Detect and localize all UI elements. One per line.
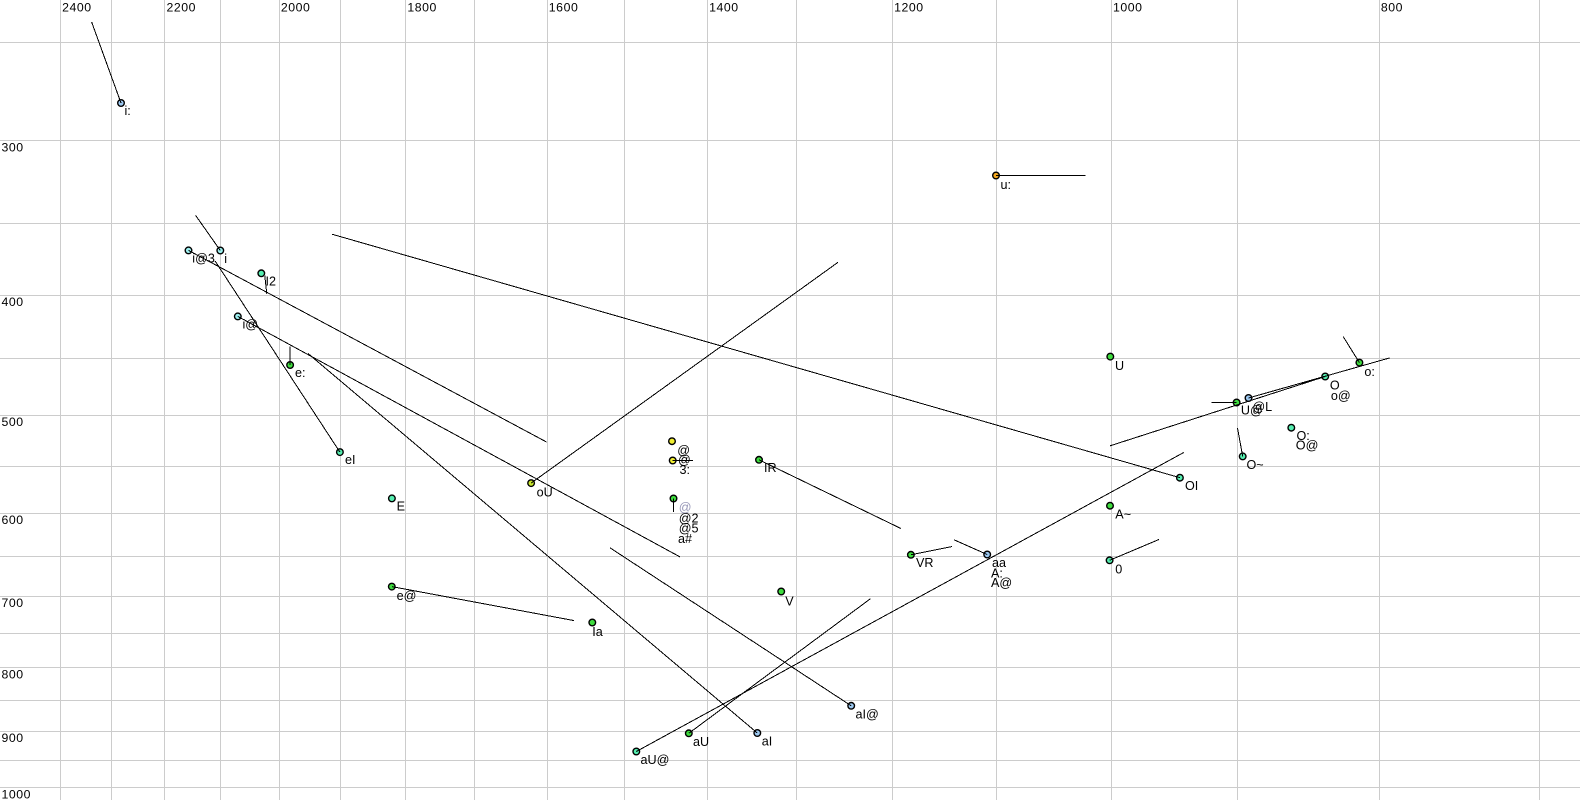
svg-text:aU: aU [693,735,709,749]
svg-text:300: 300 [2,141,24,155]
svg-text:1400: 1400 [709,0,739,14]
svg-text:1200: 1200 [894,0,924,14]
svg-text:o:: o: [1364,365,1375,379]
svg-text:I2: I2 [266,275,277,289]
svg-text:aa: aa [992,556,1006,570]
svg-text:A:: A: [991,567,1003,581]
svg-text:@: @ [679,500,692,514]
svg-text:i:: i: [125,104,131,118]
svg-text:eI: eI [345,453,356,467]
svg-text:@: @ [677,443,690,457]
svg-text:@: @ [678,453,691,467]
svg-text:oU: oU [537,486,553,500]
svg-text:800: 800 [1381,0,1403,14]
svg-text:1600: 1600 [549,0,579,14]
svg-text:@L: @L [1252,400,1272,414]
svg-text:500: 500 [2,415,24,429]
svg-text:0: 0 [1115,563,1122,577]
svg-text:U: U [1115,359,1124,373]
svg-text:e:: e: [295,366,306,380]
svg-text:VR: VR [916,556,934,570]
svg-text:900: 900 [2,731,24,745]
svg-text:@5: @5 [679,521,699,535]
svg-text:2200: 2200 [167,0,197,14]
svg-text:A~: A~ [1115,508,1131,522]
svg-text:e@: e@ [397,589,417,603]
svg-text:aI@: aI@ [856,708,879,722]
svg-text:700: 700 [2,596,24,610]
svg-text:1000: 1000 [1113,0,1143,14]
svg-text:A@: A@ [991,576,1012,590]
svg-text:800: 800 [2,668,24,682]
svg-text:2400: 2400 [62,0,92,14]
svg-text:OI: OI [1185,479,1198,493]
svg-text:1800: 1800 [407,0,437,14]
svg-text:i@3: i@3 [192,252,215,266]
svg-text:3:: 3: [680,463,691,477]
svg-text:O@: O@ [1296,439,1319,453]
svg-text:u:: u: [1001,178,1012,192]
svg-text:Ia: Ia [592,625,603,639]
svg-text:@2: @2 [679,512,699,526]
svg-text:aU@: aU@ [641,753,670,767]
svg-text:O:: O: [1297,429,1310,443]
svg-text:1000: 1000 [2,788,32,800]
svg-text:600: 600 [2,513,24,527]
svg-text:2000: 2000 [281,0,311,14]
svg-text:V: V [785,595,794,609]
svg-text:aI: aI [762,735,773,749]
svg-text:IR: IR [764,461,777,475]
svg-text:i@: i@ [243,318,259,332]
svg-text:400: 400 [2,295,24,309]
svg-text:E: E [397,500,405,514]
svg-text:o@: o@ [1331,389,1351,403]
svg-text:U@: U@ [1241,404,1263,418]
svg-text:O~: O~ [1247,458,1264,472]
svg-text:O: O [1330,379,1340,393]
svg-text:a#: a# [678,532,692,546]
svg-text:i: i [224,252,227,266]
